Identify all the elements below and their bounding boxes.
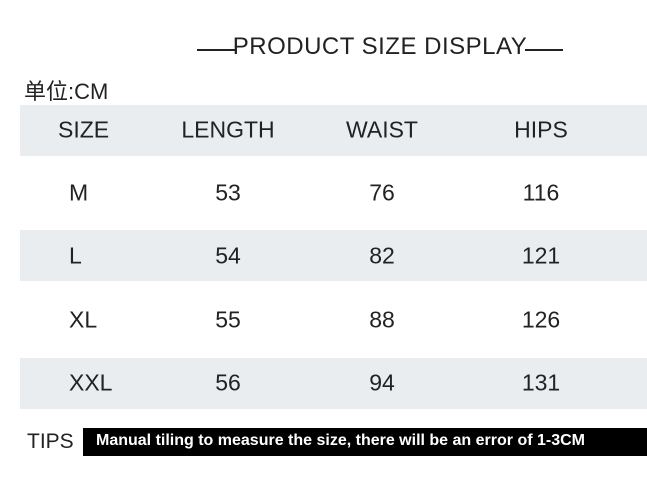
table-cell: 53 <box>215 179 241 206</box>
unit: 单位:CM <box>24 79 109 104</box>
row-band <box>20 105 647 156</box>
table-cell: 126 <box>521 306 561 333</box>
column-header: LENGTH <box>181 116 275 143</box>
table-cell: XXL <box>69 369 113 396</box>
column-header: HIPS <box>514 116 568 143</box>
table-cell: 82 <box>369 242 395 269</box>
tips-text: Manual tiling to measure the size, there… <box>96 432 585 449</box>
column-header: SIZE <box>58 116 110 143</box>
title: PRODUCT SIZE DISPLAY <box>232 33 528 60</box>
table-cell: M <box>69 179 89 206</box>
title-rule <box>197 49 235 51</box>
table-cell: 54 <box>215 242 241 269</box>
title-rule <box>525 49 563 51</box>
row-band <box>20 358 647 409</box>
table-cell: 56 <box>215 369 241 396</box>
table-cell: 131 <box>521 369 561 396</box>
table-cell: 94 <box>369 369 395 396</box>
table-cell: 55 <box>215 306 241 333</box>
table-cell: XL <box>69 306 98 333</box>
tips-label: TIPS <box>27 430 74 453</box>
table-cell: 76 <box>369 179 395 206</box>
table-cell: L <box>69 242 82 269</box>
column-header: WAIST <box>346 116 418 143</box>
table-cell: 88 <box>369 306 395 333</box>
tips-bar <box>83 428 647 456</box>
table-cell: 121 <box>521 242 561 269</box>
table-cell: 116 <box>522 179 560 206</box>
row-band <box>20 230 647 281</box>
